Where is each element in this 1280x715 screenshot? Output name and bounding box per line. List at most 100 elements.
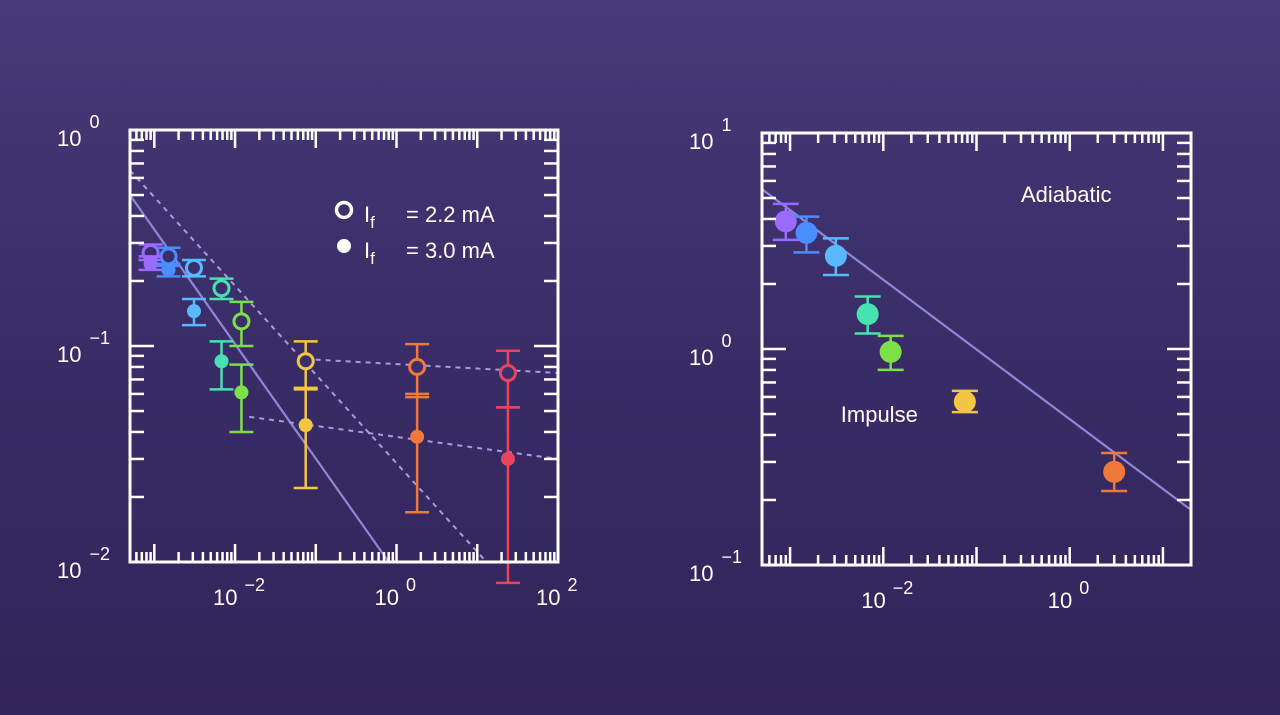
y-tick-label-base: 10 [57, 126, 81, 151]
data-point [181, 297, 206, 327]
data-point [877, 334, 904, 372]
filled-marker [1103, 460, 1126, 483]
filled-marker [953, 390, 976, 413]
y-tick-label-exp: −1 [89, 328, 110, 348]
x-tick-label: 10 −2 [213, 575, 265, 610]
data-point [229, 300, 254, 348]
y-tick-label-base: 10 [689, 345, 713, 370]
y-tick-label: 10 1 [689, 115, 732, 154]
filled-marker [500, 451, 515, 466]
y-tick-label-exp: −1 [721, 547, 742, 567]
data-point [405, 392, 430, 514]
filled-marker [298, 418, 313, 433]
data-point [209, 340, 234, 391]
y-tick-label-exp: 0 [721, 331, 731, 351]
legend-filled-label: = 3.0 mA [406, 238, 495, 263]
filled-marker [774, 210, 797, 233]
filled-marker [143, 256, 158, 271]
filled-marker [824, 244, 847, 267]
left-data-marks [138, 243, 520, 585]
data-point [793, 215, 820, 254]
x-tick-label-base: 10 [861, 588, 885, 613]
left-legend: If = 2.2 mA If = 3.0 mA [334, 200, 495, 268]
open-marker [296, 352, 315, 371]
legend-open-sub: f [370, 213, 375, 232]
x-tick-label-exp: 0 [1079, 578, 1089, 598]
left-axis-ticks [128, 128, 560, 564]
left-plot-frame [128, 128, 560, 564]
open-marker [212, 279, 231, 298]
y-tick-label-base: 10 [57, 558, 81, 583]
y-tick-label-exp: −2 [89, 544, 110, 564]
y-tick-label-base: 10 [689, 561, 713, 586]
data-point [138, 255, 163, 272]
filled-marker [161, 262, 176, 277]
data-point [405, 342, 430, 399]
right-axis-ticks [760, 131, 1193, 567]
data-point [854, 295, 881, 335]
y-tick-label: 10 −1 [57, 328, 110, 367]
filled-marker [856, 303, 879, 326]
data-point [209, 277, 234, 301]
x-tick-label: 10 −2 [861, 578, 913, 613]
x-tick-label: 10 2 [536, 575, 578, 610]
data-point [229, 363, 254, 434]
filled-marker [234, 385, 249, 400]
legend-filled-marker [337, 239, 351, 253]
y-tick-label-exp: 1 [721, 115, 731, 135]
svg-text:If: If [364, 202, 375, 232]
legend-open-label: = 2.2 mA [406, 202, 495, 227]
dashed-guide-line [249, 415, 558, 460]
left-fit-lines [130, 169, 558, 562]
x-tick-label: 10 0 [1048, 578, 1090, 613]
data-point [156, 262, 181, 278]
open-marker [498, 363, 517, 382]
filled-marker [410, 429, 425, 444]
data-point [772, 202, 799, 242]
x-tick-label-exp: −2 [245, 575, 266, 595]
data-point [293, 340, 318, 391]
x-tick-label-base: 10 [536, 585, 560, 610]
x-tick-label-exp: 0 [406, 575, 416, 595]
fit-line [762, 188, 1191, 511]
legend-open-symbol: I [364, 202, 370, 227]
open-marker [408, 357, 427, 376]
data-point [293, 386, 318, 490]
x-tick-label-base: 10 [375, 585, 399, 610]
data-point [181, 258, 206, 278]
x-tick-label-exp: 2 [567, 575, 577, 595]
annotation-adiabatic: Adiabatic [1021, 182, 1112, 207]
y-tick-label: 10 −2 [57, 544, 110, 583]
right-tick-labels: 10 −2 10 0 10 1 10 0 10 −1 [689, 115, 1089, 613]
right-plot-frame [760, 131, 1193, 567]
y-tick-label: 10 0 [57, 112, 100, 151]
filled-marker [214, 354, 229, 369]
data-point [951, 389, 978, 414]
filled-marker [795, 221, 818, 244]
filled-marker [879, 340, 902, 363]
right-annotations: Adiabatic Impulse [841, 182, 1112, 427]
svg-text:If: If [364, 238, 375, 268]
data-point [495, 349, 520, 409]
open-marker [232, 312, 251, 331]
data-point [495, 406, 520, 585]
y-tick-label-exp: 0 [89, 112, 99, 132]
legend-open-marker [334, 200, 354, 220]
fit-line-group [130, 169, 558, 562]
right-fit-lines [762, 188, 1191, 511]
legend-filled-sub: f [370, 249, 375, 268]
legend-filled-symbol: I [364, 238, 370, 263]
fit-line-group [762, 188, 1191, 511]
x-tick-label-exp: −2 [893, 578, 914, 598]
open-marker [184, 258, 203, 277]
left-tick-labels: 10 −2 10 0 10 2 10 0 10 −1 10 −2 [57, 112, 578, 610]
x-tick-label-base: 10 [213, 585, 237, 610]
dashed-guide-line [305, 358, 558, 374]
y-tick-label: 10 −1 [689, 547, 742, 586]
y-tick-label-base: 10 [57, 342, 81, 367]
left-chart: 10 −2 10 0 10 2 10 0 10 −1 10 −2 If = 2.2 mA If = 3… [57, 112, 578, 610]
y-tick-label-base: 10 [689, 129, 713, 154]
open-marker [159, 247, 178, 266]
x-tick-label: 10 0 [375, 575, 417, 610]
